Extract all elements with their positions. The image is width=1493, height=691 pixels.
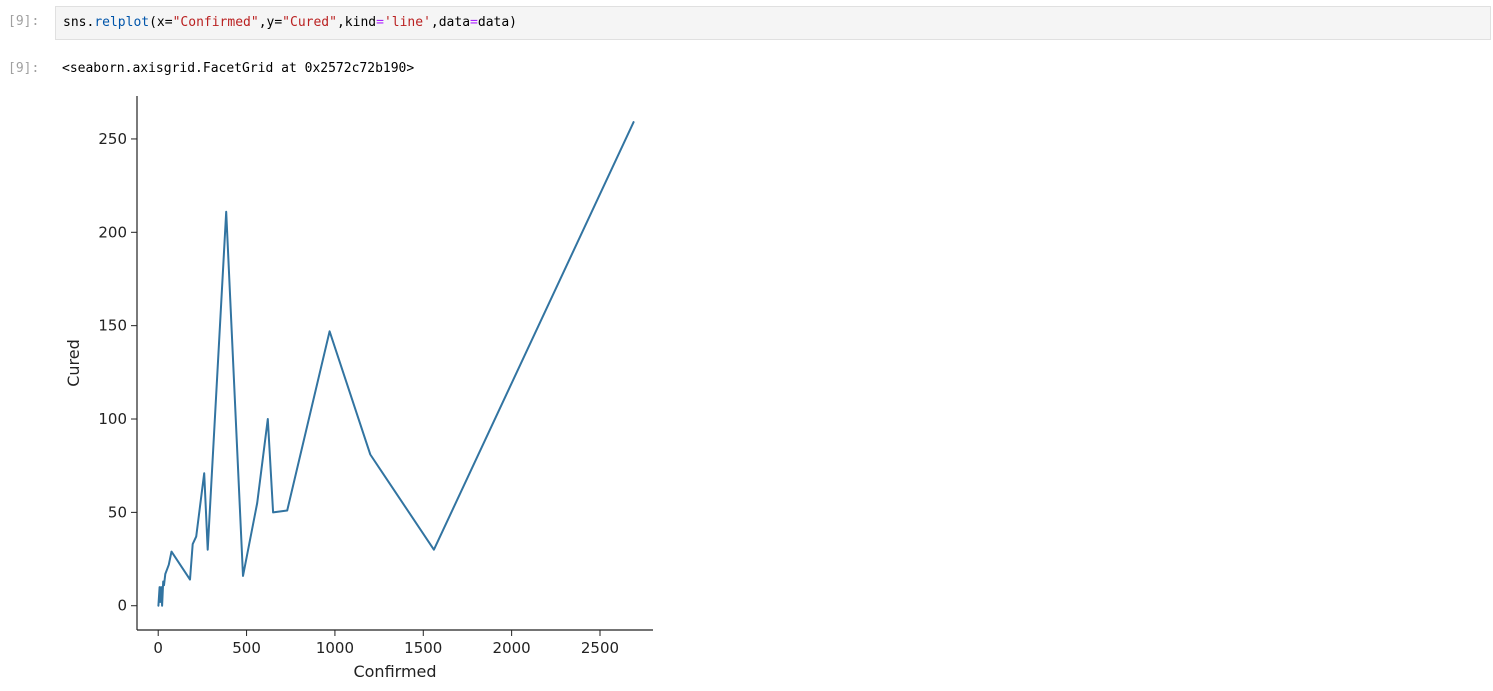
code-token-string: "Confirmed" bbox=[172, 15, 259, 30]
output-prompt: [9]: bbox=[8, 61, 40, 76]
code-token-operator: = bbox=[470, 15, 478, 30]
plot-area bbox=[157, 121, 635, 607]
input-prompt: [9]: bbox=[8, 14, 40, 29]
line-chart: 0 500 1000 1500 2000 2500 0 50 100 150 200 250 Conf… bbox=[64, 96, 653, 681]
y-tick-label: 0 bbox=[117, 597, 127, 615]
y-tick-label: 200 bbox=[98, 223, 127, 241]
x-tick-label: 0 bbox=[153, 639, 163, 657]
code-token: (x= bbox=[149, 15, 173, 30]
code-token-string: "Cured" bbox=[282, 15, 337, 30]
axes: 0 500 1000 1500 2000 2500 0 50 100 150 200 250 bbox=[98, 96, 653, 657]
y-axis-label: Cured bbox=[64, 339, 83, 387]
code-token: ,y= bbox=[258, 15, 283, 30]
code-token: ,data bbox=[430, 15, 471, 30]
y-tick-label: 150 bbox=[98, 317, 127, 335]
x-tick-label: 2000 bbox=[493, 639, 531, 657]
code-token: data) bbox=[477, 15, 518, 30]
code-cell-input[interactable]: sns.relplot(x="Confirmed",y="Cured",kind… bbox=[55, 6, 1491, 40]
code-token-function: relplot bbox=[94, 15, 150, 30]
code-token-string: 'line' bbox=[383, 15, 431, 30]
y-tick-label: 50 bbox=[108, 503, 127, 521]
series-line bbox=[157, 121, 635, 607]
code-token-operator: = bbox=[376, 15, 384, 30]
x-tick-label: 1000 bbox=[316, 639, 354, 657]
y-tick-label: 100 bbox=[98, 410, 127, 428]
x-tick-label: 500 bbox=[232, 639, 261, 657]
code-token: sns. bbox=[63, 15, 95, 30]
output-text: <seaborn.axisgrid.FacetGrid at 0x2572c72… bbox=[62, 61, 415, 76]
code-token: ,kind bbox=[336, 15, 377, 30]
x-axis-label: Confirmed bbox=[353, 662, 436, 681]
x-tick-label: 1500 bbox=[404, 639, 442, 657]
code-line: sns.relplot(x="Confirmed",y="Cured",kind… bbox=[63, 15, 517, 30]
y-tick-label: 250 bbox=[98, 130, 127, 148]
x-tick-label: 2500 bbox=[581, 639, 619, 657]
